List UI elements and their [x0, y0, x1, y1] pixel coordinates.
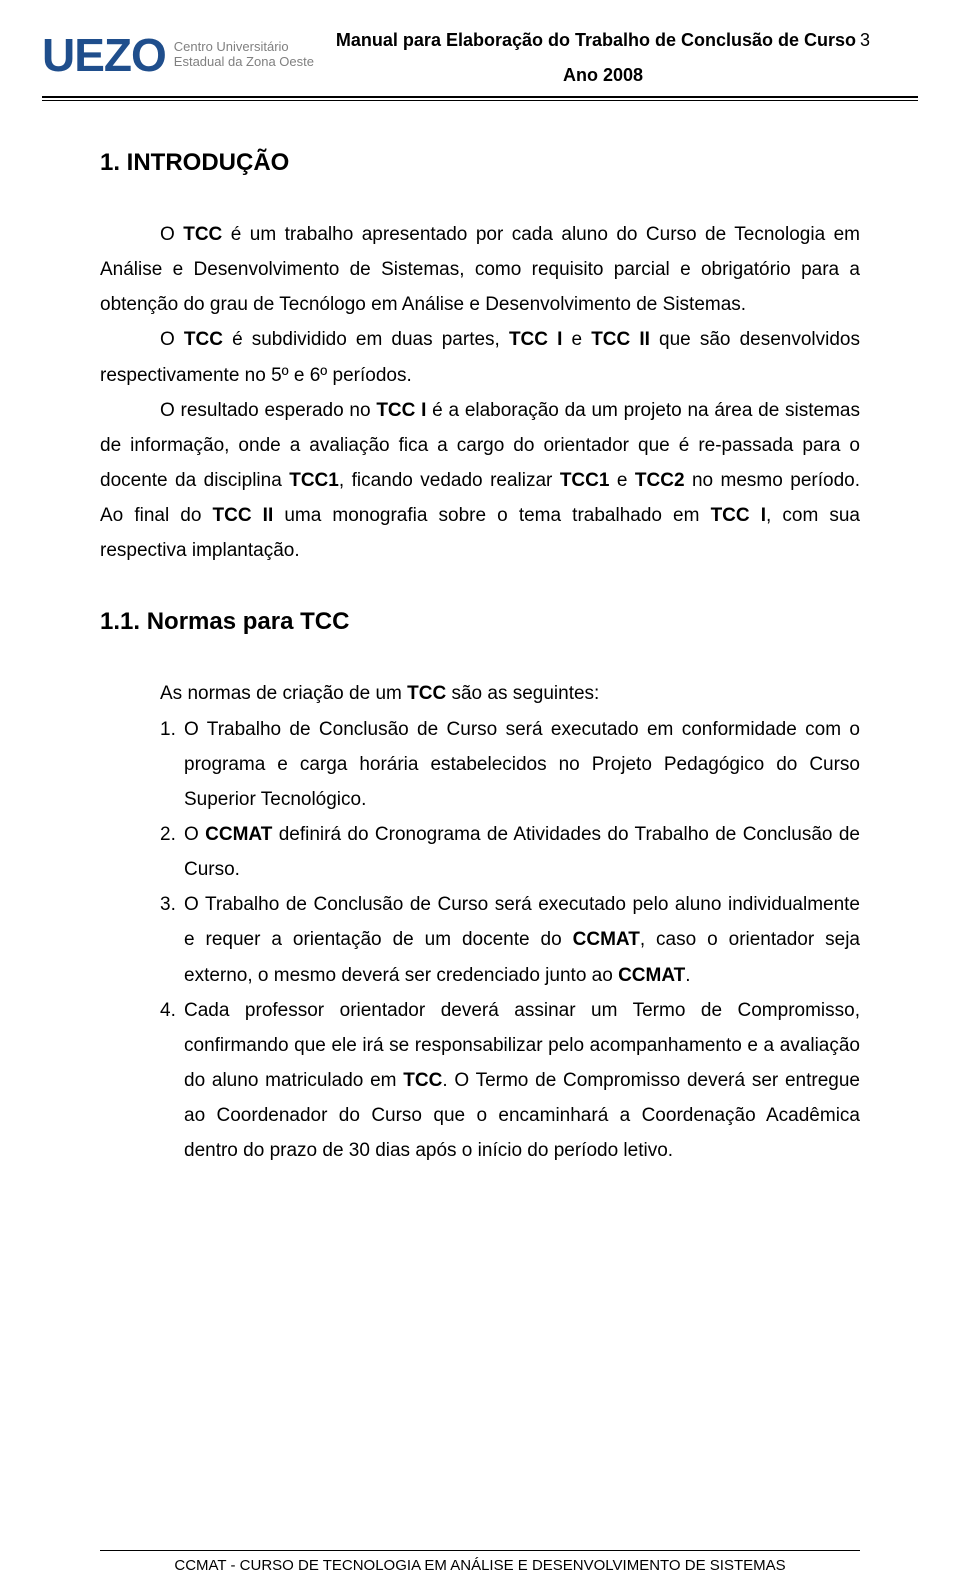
- list-item: 3. O Trabalho de Conclusão de Curso será…: [160, 887, 860, 992]
- logo-sub-line1: Centro Universitário: [174, 40, 314, 55]
- page-header: UEZO Centro Universitário Estadual da Zo…: [0, 0, 960, 86]
- list-number: 4.: [160, 993, 184, 1169]
- logo: UEZO Centro Universitário Estadual da Zo…: [42, 28, 314, 82]
- list-text: O CCMAT definirá do Cronograma de Ativid…: [184, 817, 860, 887]
- list-item: 4. Cada professor orientador deverá assi…: [160, 993, 860, 1169]
- header-center: Manual para Elaboração do Trabalho de Co…: [314, 28, 892, 86]
- logo-subtitle: Centro Universitário Estadual da Zona Oe…: [174, 40, 314, 70]
- section-heading: 1. INTRODUÇÃO: [100, 149, 860, 177]
- intro-paragraph-2: O TCC é subdividido em duas partes, TCC …: [100, 322, 860, 392]
- list-text: O Trabalho de Conclusão de Curso será ex…: [184, 712, 860, 817]
- list-item: 1. O Trabalho de Conclusão de Curso será…: [160, 712, 860, 817]
- list-item: 2. O CCMAT definirá do Cronograma de Ati…: [160, 817, 860, 887]
- page-number: 3: [860, 30, 870, 50]
- intro-paragraph-3: O resultado esperado no TCC I é a elabor…: [100, 393, 860, 569]
- list-intro: As normas de criação de um TCC são as se…: [100, 676, 860, 711]
- subsection-heading: 1.1. Normas para TCC: [100, 608, 860, 636]
- content: 1. INTRODUÇÃO O TCC é um trabalho aprese…: [0, 101, 960, 1168]
- norms-list: 1. O Trabalho de Conclusão de Curso será…: [100, 712, 860, 1169]
- header-title: Manual para Elaboração do Trabalho de Co…: [336, 30, 856, 50]
- list-text: O Trabalho de Conclusão de Curso será ex…: [184, 887, 860, 992]
- footer-divider: [100, 1550, 860, 1551]
- logo-sub-line2: Estadual da Zona Oeste: [174, 55, 314, 70]
- list-text: Cada professor orientador deverá assinar…: [184, 993, 860, 1169]
- intro-paragraph-1: O TCC é um trabalho apresentado por cada…: [100, 217, 860, 322]
- header-divider-thick: [42, 96, 918, 98]
- list-number: 3.: [160, 887, 184, 992]
- header-year: Ano 2008: [314, 65, 892, 86]
- page-footer: CCMAT - CURSO DE TECNOLOGIA EM ANÁLISE E…: [0, 1550, 960, 1574]
- list-number: 1.: [160, 712, 184, 817]
- logo-main-text: UEZO: [42, 28, 166, 82]
- footer-text: CCMAT - CURSO DE TECNOLOGIA EM ANÁLISE E…: [0, 1557, 960, 1574]
- list-number: 2.: [160, 817, 184, 887]
